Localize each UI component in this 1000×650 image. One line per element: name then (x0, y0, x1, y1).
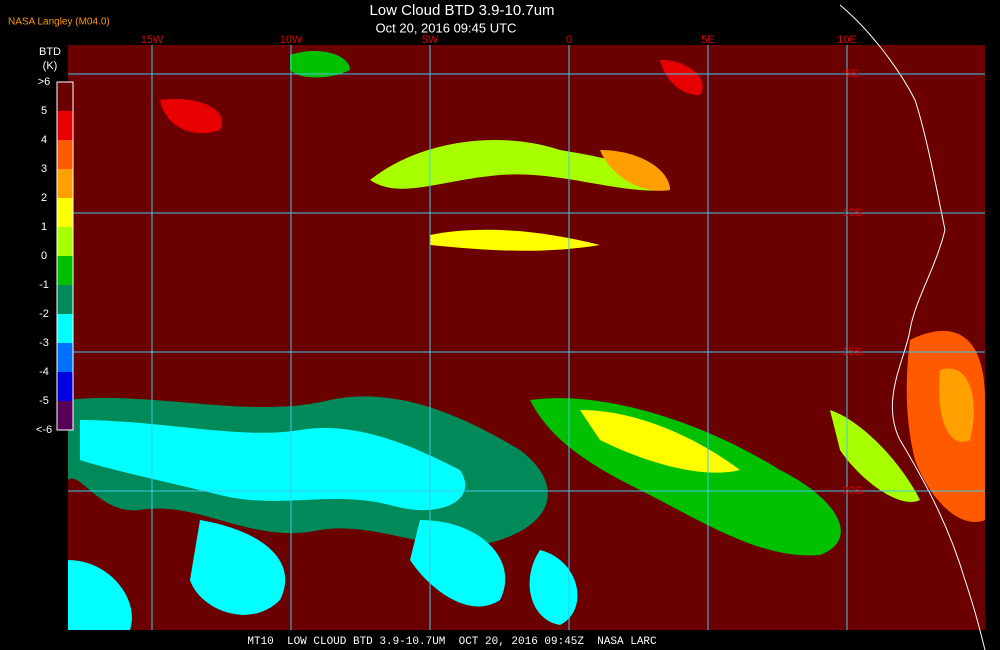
longitude-label: 0 (566, 34, 572, 46)
legend-label: 2 (41, 192, 47, 204)
legend-label: 0 (41, 250, 47, 262)
legend-swatch (57, 285, 73, 314)
latitude-label: 15S (842, 346, 862, 358)
legend-label: 1 (41, 221, 47, 233)
title: Low Cloud BTD 3.9-10.7um (369, 2, 554, 19)
legend-swatch (57, 343, 73, 372)
legend-label: 4 (41, 134, 47, 146)
legend-label: 5 (41, 105, 47, 117)
legend-swatch (57, 401, 73, 430)
legend-swatch (57, 256, 73, 285)
legend-label: -1 (39, 279, 49, 291)
legend-label: <-6 (36, 424, 52, 436)
latitude-label: 10S (842, 207, 862, 219)
source-label: NASA Langley (M04.0) (8, 17, 110, 28)
legend-title: BTD (39, 46, 61, 58)
longitude-label: 10E (837, 34, 857, 46)
latitude-label: 5S (845, 68, 858, 80)
legend-label: 3 (41, 163, 47, 175)
legend-label: >6 (38, 76, 51, 88)
latitude-label: 20S (842, 485, 862, 497)
legend-swatch (57, 198, 73, 227)
legend-label: -3 (39, 337, 49, 349)
legend-title: (K) (43, 60, 58, 72)
subtitle: Oct 20, 2016 09:45 UTC (376, 20, 517, 35)
legend-label: -5 (39, 395, 49, 407)
legend-swatch (57, 169, 73, 198)
legend-swatch (57, 372, 73, 401)
longitude-label: 5W (422, 34, 439, 46)
longitude-label: 15W (141, 34, 164, 46)
legend-swatch (57, 140, 73, 169)
graticule: 15W 10W 5W 0 5E 10E 5S 10S 15S 20S (68, 34, 985, 630)
legend-label: -4 (39, 366, 49, 378)
legend-swatch (57, 82, 73, 111)
coastline (839, 4, 986, 650)
legend-label: -2 (39, 308, 49, 320)
legend-swatch (57, 111, 73, 140)
legend-swatch (57, 314, 73, 343)
color-legend: >6 5 4 3 2 1 0 -1 -2 -3 -4 -5 <-6 (36, 76, 74, 436)
cloud-field (68, 50, 985, 630)
footer: MT10 LOW CLOUD BTD 3.9-10.7UM OCT 20, 20… (247, 636, 657, 648)
longitude-label: 5E (701, 34, 714, 46)
legend-frame (56, 81, 74, 431)
legend-swatch (57, 227, 73, 256)
longitude-label: 10W (280, 34, 303, 46)
